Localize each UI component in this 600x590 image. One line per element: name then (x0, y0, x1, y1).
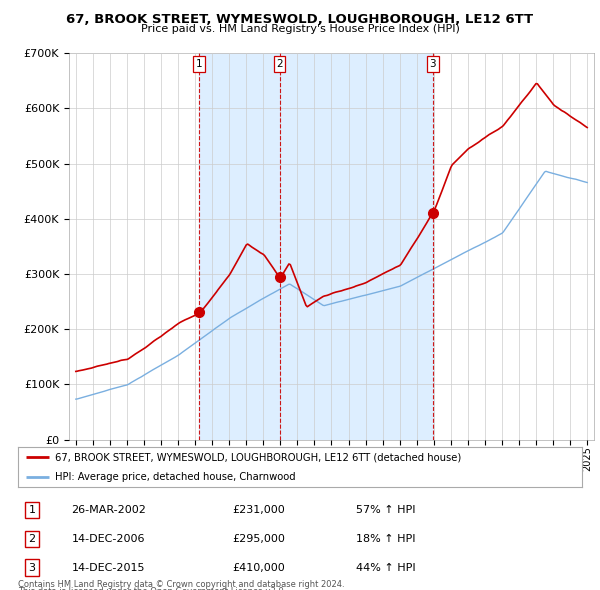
Text: 2: 2 (29, 534, 35, 544)
Text: 1: 1 (196, 59, 202, 69)
Text: 44% ↑ HPI: 44% ↑ HPI (356, 563, 416, 573)
Text: £410,000: £410,000 (232, 563, 285, 573)
Text: HPI: Average price, detached house, Charnwood: HPI: Average price, detached house, Char… (55, 472, 295, 481)
Text: 18% ↑ HPI: 18% ↑ HPI (356, 534, 416, 544)
Text: 3: 3 (29, 563, 35, 573)
Text: Price paid vs. HM Land Registry's House Price Index (HPI): Price paid vs. HM Land Registry's House … (140, 24, 460, 34)
Text: 3: 3 (430, 59, 436, 69)
Text: This data is licensed under the Open Government Licence v3.0.: This data is licensed under the Open Gov… (18, 587, 286, 590)
Text: 1: 1 (29, 505, 35, 515)
Text: 67, BROOK STREET, WYMESWOLD, LOUGHBOROUGH, LE12 6TT: 67, BROOK STREET, WYMESWOLD, LOUGHBOROUG… (67, 13, 533, 26)
Text: £231,000: £231,000 (232, 505, 285, 515)
Text: 2: 2 (276, 59, 283, 69)
Text: 26-MAR-2002: 26-MAR-2002 (71, 505, 146, 515)
Bar (199, 53, 280, 440)
Text: 67, BROOK STREET, WYMESWOLD, LOUGHBOROUGH, LE12 6TT (detached house): 67, BROOK STREET, WYMESWOLD, LOUGHBOROUG… (55, 453, 461, 463)
Text: Contains HM Land Registry data © Crown copyright and database right 2024.: Contains HM Land Registry data © Crown c… (18, 580, 344, 589)
Text: 14-DEC-2006: 14-DEC-2006 (71, 534, 145, 544)
Text: 57% ↑ HPI: 57% ↑ HPI (356, 505, 416, 515)
Text: 14-DEC-2015: 14-DEC-2015 (71, 563, 145, 573)
Bar (280, 53, 433, 440)
Text: £295,000: £295,000 (232, 534, 285, 544)
